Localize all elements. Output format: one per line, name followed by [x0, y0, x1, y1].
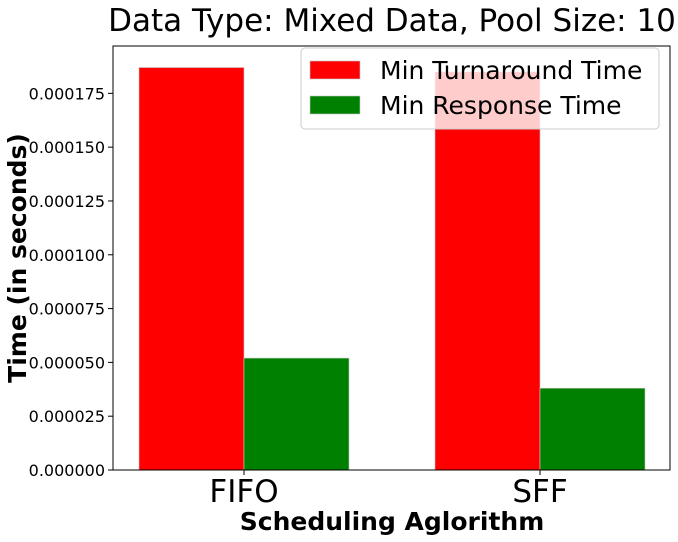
- legend: Min Turnaround Time Min Response Time: [300, 47, 660, 130]
- y-tick-label: 0.000150: [29, 138, 105, 157]
- legend-box: [300, 47, 660, 130]
- y-tick-label: 0.000025: [29, 407, 105, 426]
- plot-frame: [112, 45, 671, 471]
- y-tick-label: 0.000100: [29, 246, 105, 265]
- x-axis-label: Scheduling Aglorithm: [240, 507, 545, 536]
- bar-fifo-min-response-time: [243, 357, 350, 471]
- y-tick-label: 0.000175: [29, 84, 105, 103]
- x-axis: FIFO SFF: [209, 470, 568, 510]
- y-axis-label: Time (in seconds): [3, 133, 32, 383]
- bar-sff-min-turnaround-time: [434, 71, 541, 471]
- bar-fifo-min-turnaround-time: [138, 67, 245, 471]
- legend-swatch: [309, 95, 361, 115]
- legend-label: Min Response Time: [380, 91, 622, 120]
- y-axis: 0.000000 0.000025 0.000050 0.000075 0.000100…: [29, 84, 113, 480]
- y-tick-label: 0.000050: [29, 353, 105, 372]
- y-tick-label: 0.000000: [29, 461, 105, 480]
- bar-sff-min-response-time: [539, 387, 646, 471]
- y-tick-label: 0.000125: [29, 192, 105, 211]
- x-tick-label: FIFO: [209, 474, 278, 510]
- legend-swatch: [309, 60, 361, 80]
- legend-label: Min Turnaround Time: [380, 56, 642, 85]
- y-tick-label: 0.000075: [29, 300, 105, 319]
- chart-title: Data Type: Mixed Data, Pool Size: 10: [108, 3, 676, 39]
- x-tick-label: SFF: [512, 474, 567, 510]
